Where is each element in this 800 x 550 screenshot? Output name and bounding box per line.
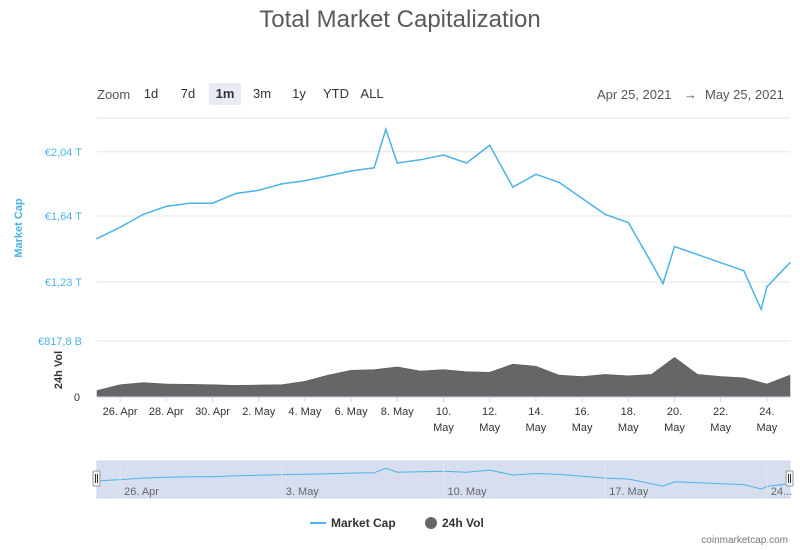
- market-cap-point: [257, 189, 260, 192]
- market-cap-point: [743, 269, 745, 272]
- x-tick-label: 2. May: [242, 406, 276, 418]
- x-tick-label: 14.: [528, 406, 543, 418]
- x-tick-label: 8. May: [381, 406, 415, 418]
- legend: Market Cap 24h Vol: [310, 516, 484, 530]
- market-cap-point: [419, 159, 422, 161]
- market-cap-point: [581, 197, 583, 200]
- market-cap-point: [604, 213, 606, 216]
- market-cap-point: [465, 162, 468, 164]
- market-cap-point: [766, 286, 768, 288]
- x-tick-label-month: May: [710, 422, 731, 434]
- market-cap-point: [442, 154, 445, 156]
- range-to[interactable]: May 25, 2021: [705, 87, 784, 102]
- market-cap-point: [373, 167, 376, 169]
- volume-area: [96, 356, 791, 398]
- zoom-button-3m[interactable]: 3m: [252, 86, 272, 101]
- market-cap-point: [96, 237, 98, 240]
- x-tick-label: 18.: [621, 406, 636, 418]
- zoom-button-ytd[interactable]: YTD: [323, 86, 349, 101]
- market-cap-point: [385, 128, 387, 131]
- market-cap-point: [627, 221, 630, 224]
- x-tick-label: 30. Apr: [195, 406, 230, 418]
- market-cap-point: [350, 170, 352, 172]
- market-cap-point: [558, 181, 560, 184]
- market-cap-point: [719, 261, 722, 264]
- x-tick-label: 6. May: [335, 406, 369, 418]
- market-cap-point: [281, 183, 283, 185]
- navigator-handle-left[interactable]: [92, 470, 101, 487]
- x-tick-label: 16.: [574, 406, 589, 418]
- x-tick-label-month: May: [433, 422, 454, 434]
- navigator[interactable]: 26. Apr 3. May 10. May 17. May 24...: [92, 460, 794, 499]
- zoom-button-7d[interactable]: 7d: [180, 86, 196, 101]
- market-cap-point: [396, 162, 399, 164]
- x-tick-label-month: May: [572, 422, 593, 434]
- market-cap-line: [96, 126, 791, 312]
- market-cap-point: [789, 261, 791, 264]
- market-cap-point: [512, 186, 514, 188]
- x-tick-label-month: May: [526, 422, 547, 434]
- axes: €2,04 T €1,64 T €1,23 T €817,8 B 0 Market Cap…: [13, 147, 790, 434]
- x-tick-label: 12.: [482, 406, 497, 418]
- zoom-label: Zoom: [97, 87, 131, 102]
- x-tick-label: 24.: [759, 406, 774, 418]
- market-cap-point: [696, 253, 699, 256]
- market-cap-point: [327, 175, 329, 177]
- legend-circle-icon: [425, 517, 437, 529]
- market-cap-point: [211, 202, 214, 204]
- y-tick-volume-max: €817,8 B: [38, 336, 82, 348]
- market-cap-point: [662, 282, 664, 285]
- grid-lines: [97, 117, 790, 342]
- y-tick-market-cap: €1,23 T: [45, 277, 82, 289]
- navigator-series-line: [96, 467, 791, 490]
- chart-title: Total Market Capitalization: [259, 6, 541, 33]
- x-tick-label: 22.: [713, 406, 728, 418]
- navigator-handle-right[interactable]: [785, 470, 794, 487]
- legend-label-market-cap[interactable]: Market Cap: [331, 516, 396, 530]
- navigator-tick-label: 26. Apr: [124, 486, 159, 498]
- y-tick-market-cap: €1,64 T: [45, 211, 82, 223]
- market-cap-point: [650, 261, 653, 264]
- market-cap-point: [119, 226, 121, 229]
- market-cap-point: [673, 245, 676, 248]
- market-cap-point: [760, 308, 762, 311]
- x-tick-label-month: May: [664, 422, 685, 434]
- market-cap-point: [535, 173, 537, 176]
- x-tick-label: 26. Apr: [103, 406, 138, 418]
- market-cap-point: [142, 213, 144, 216]
- x-tick-label: 20.: [667, 406, 682, 418]
- y-axis-title-volume: 24h Vol: [53, 351, 65, 389]
- market-cap-point: [488, 144, 491, 147]
- range-arrow-icon: →: [684, 87, 697, 102]
- navigator-tick-label: 3. May: [286, 486, 320, 498]
- navigator-tick-label: 24...: [771, 486, 792, 498]
- navigator-tick-label: 10. May: [448, 486, 488, 498]
- volume-layer: [96, 356, 791, 398]
- credit-text: coinmarketcap.com: [701, 535, 788, 546]
- market-cap-point: [234, 192, 237, 195]
- x-tick-label: 4. May: [288, 406, 322, 418]
- range-from[interactable]: Apr 25, 2021: [597, 87, 672, 102]
- navigator-tick-label: 17. May: [609, 486, 649, 498]
- market-cap-point: [165, 205, 168, 208]
- zoom-button-all[interactable]: ALL: [360, 86, 384, 101]
- x-tick-label: 28. Apr: [149, 406, 184, 418]
- zoom-button-1y[interactable]: 1y: [292, 86, 306, 101]
- y-tick-volume-zero: 0: [74, 392, 80, 404]
- x-tick-label-month: May: [757, 422, 778, 434]
- zoom-button-1d[interactable]: 1d: [143, 86, 159, 101]
- x-tick-label: 10.: [436, 406, 451, 418]
- y-tick-market-cap: €2,04 T: [45, 147, 82, 159]
- x-tick-label-month: May: [479, 422, 500, 434]
- zoom-button-1m[interactable]: 1m: [209, 83, 241, 105]
- market-cap-layer: [96, 126, 791, 312]
- y-axis-title-market-cap: Market Cap: [13, 198, 25, 258]
- legend-label-volume[interactable]: 24h Vol: [442, 516, 484, 530]
- market-cap-point: [304, 179, 306, 182]
- x-tick-label-month: May: [618, 422, 639, 434]
- market-cap-point: [188, 202, 191, 204]
